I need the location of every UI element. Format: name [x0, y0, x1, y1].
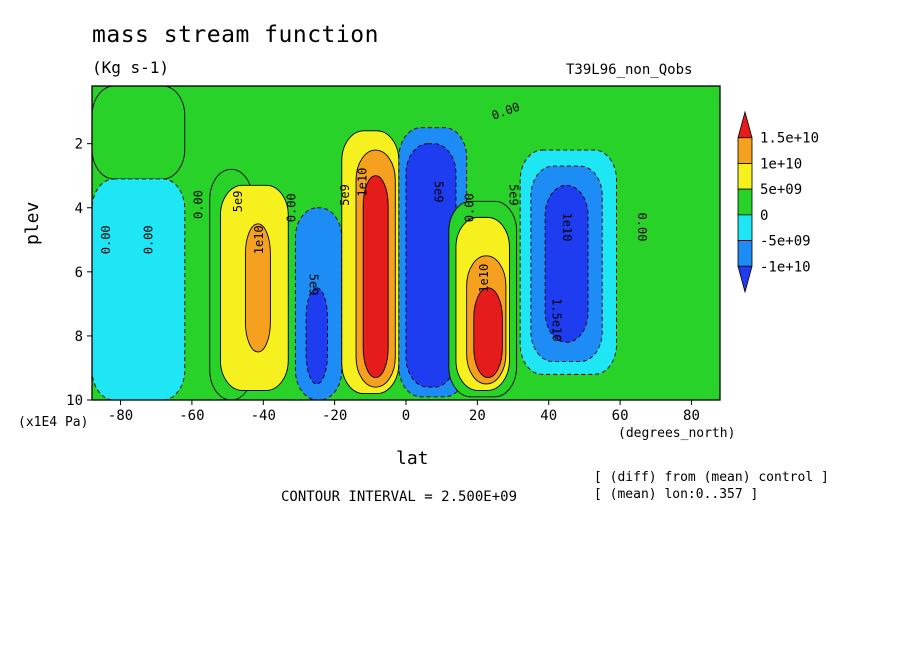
- contour-label-11: 0.00: [463, 193, 477, 222]
- contour-label-3: 5e9: [231, 191, 245, 213]
- y-tick-label-1: 4: [75, 201, 83, 217]
- contour-cell-4: [244, 223, 271, 353]
- contour-cell-18: [544, 184, 589, 343]
- x-tick-label-3: -20: [322, 408, 347, 424]
- y-tick-label-2: 6: [75, 265, 83, 281]
- contour-label-0: 0.00: [99, 225, 113, 254]
- contour-cell-1: [92, 178, 186, 400]
- legend-swatch-0: [737, 110, 753, 139]
- y-axis: 2 4 6 8 10: [66, 137, 92, 409]
- contour-cell-15: [473, 287, 503, 379]
- contour-label-1: 0.00: [142, 225, 156, 254]
- contour-label-15: 1.5e10: [549, 298, 563, 341]
- contour-cell-9: [362, 175, 389, 379]
- diff-note: [ (diff) from (mean) control ]: [594, 470, 829, 485]
- y-axis-label: plev: [22, 201, 43, 245]
- legend-swatch-4: [737, 214, 753, 241]
- contour-interval-label: CONTOUR INTERVAL = 2.500E+09: [281, 489, 518, 505]
- x-tick-label-2: -40: [251, 408, 276, 424]
- y-tick-label-3: 8: [75, 329, 83, 345]
- contour-label-12: 5e9: [507, 184, 521, 206]
- x-axis: -80 -60 -40 -20 0 20 40 60 80: [108, 400, 700, 424]
- colorbar-legend: 1.5e+10 1e+10 5e+09 0 -5e+09 -1e+10: [737, 110, 819, 294]
- chart-title: mass stream function: [92, 22, 379, 48]
- contour-label-8: 1e10: [356, 168, 370, 197]
- y-tick-label-0: 2: [75, 137, 83, 153]
- contour-label-13: 1e10: [477, 264, 491, 293]
- legend-swatch-5: [737, 240, 753, 267]
- contour-label-14: 1e10: [560, 213, 574, 242]
- x-tick-label-0: -80: [108, 408, 133, 424]
- contour-label-16: 0.00: [635, 213, 649, 242]
- run-label: T39L96_non_Qobs: [566, 62, 693, 78]
- x-tick-label-6: 40: [540, 408, 557, 424]
- x-tick-label-7: 60: [612, 408, 629, 424]
- legend-label-0: 1.5e+10: [760, 131, 819, 147]
- contour-label-6: 5e9: [307, 274, 321, 296]
- contour-label-10: 5e9: [432, 181, 446, 203]
- legend-label-2: 5e+09: [760, 182, 802, 198]
- y-unit-label: (x1E4 Pa): [18, 415, 89, 430]
- contour-label-4: 1e10: [252, 225, 266, 254]
- legend-label-5: -1e+10: [760, 259, 811, 275]
- legend-swatch-2: [737, 163, 753, 190]
- contour-cell-0: [92, 86, 186, 180]
- x-unit-label: (degrees_north): [618, 426, 736, 441]
- contour-label-2: 0.00: [192, 190, 206, 219]
- contour-cell-6: [305, 287, 328, 385]
- x-tick-label-8: 80: [683, 408, 700, 424]
- legend-swatch-1: [737, 137, 753, 164]
- legend-label-1: 1e+10: [760, 156, 802, 172]
- y-tick-label-4: 10: [66, 393, 83, 409]
- x-tick-label-1: -60: [179, 408, 204, 424]
- legend-label-3: 0: [760, 208, 768, 224]
- contour-field: [92, 86, 720, 400]
- units-label: (Kg s-1): [92, 58, 170, 77]
- legend-swatch-6: [737, 265, 753, 294]
- x-axis-label: lat: [396, 448, 429, 469]
- mean-note: [ (mean) lon:0..357 ]: [594, 487, 759, 502]
- contour-cell-11: [405, 143, 457, 388]
- contour-label-5: 0.00: [284, 193, 298, 222]
- x-tick-label-4: 0: [402, 408, 410, 424]
- contour-labels: 0.00 0.00 0.00 5e9 1e10 0.00 5e9 5e9 1e10 0.00 5e9…: [99, 100, 649, 342]
- contour-label-7: 5e9: [338, 184, 352, 206]
- legend-swatch-3: [737, 188, 753, 216]
- legend-label-4: -5e+09: [760, 234, 811, 250]
- x-tick-label-5: 20: [469, 408, 486, 424]
